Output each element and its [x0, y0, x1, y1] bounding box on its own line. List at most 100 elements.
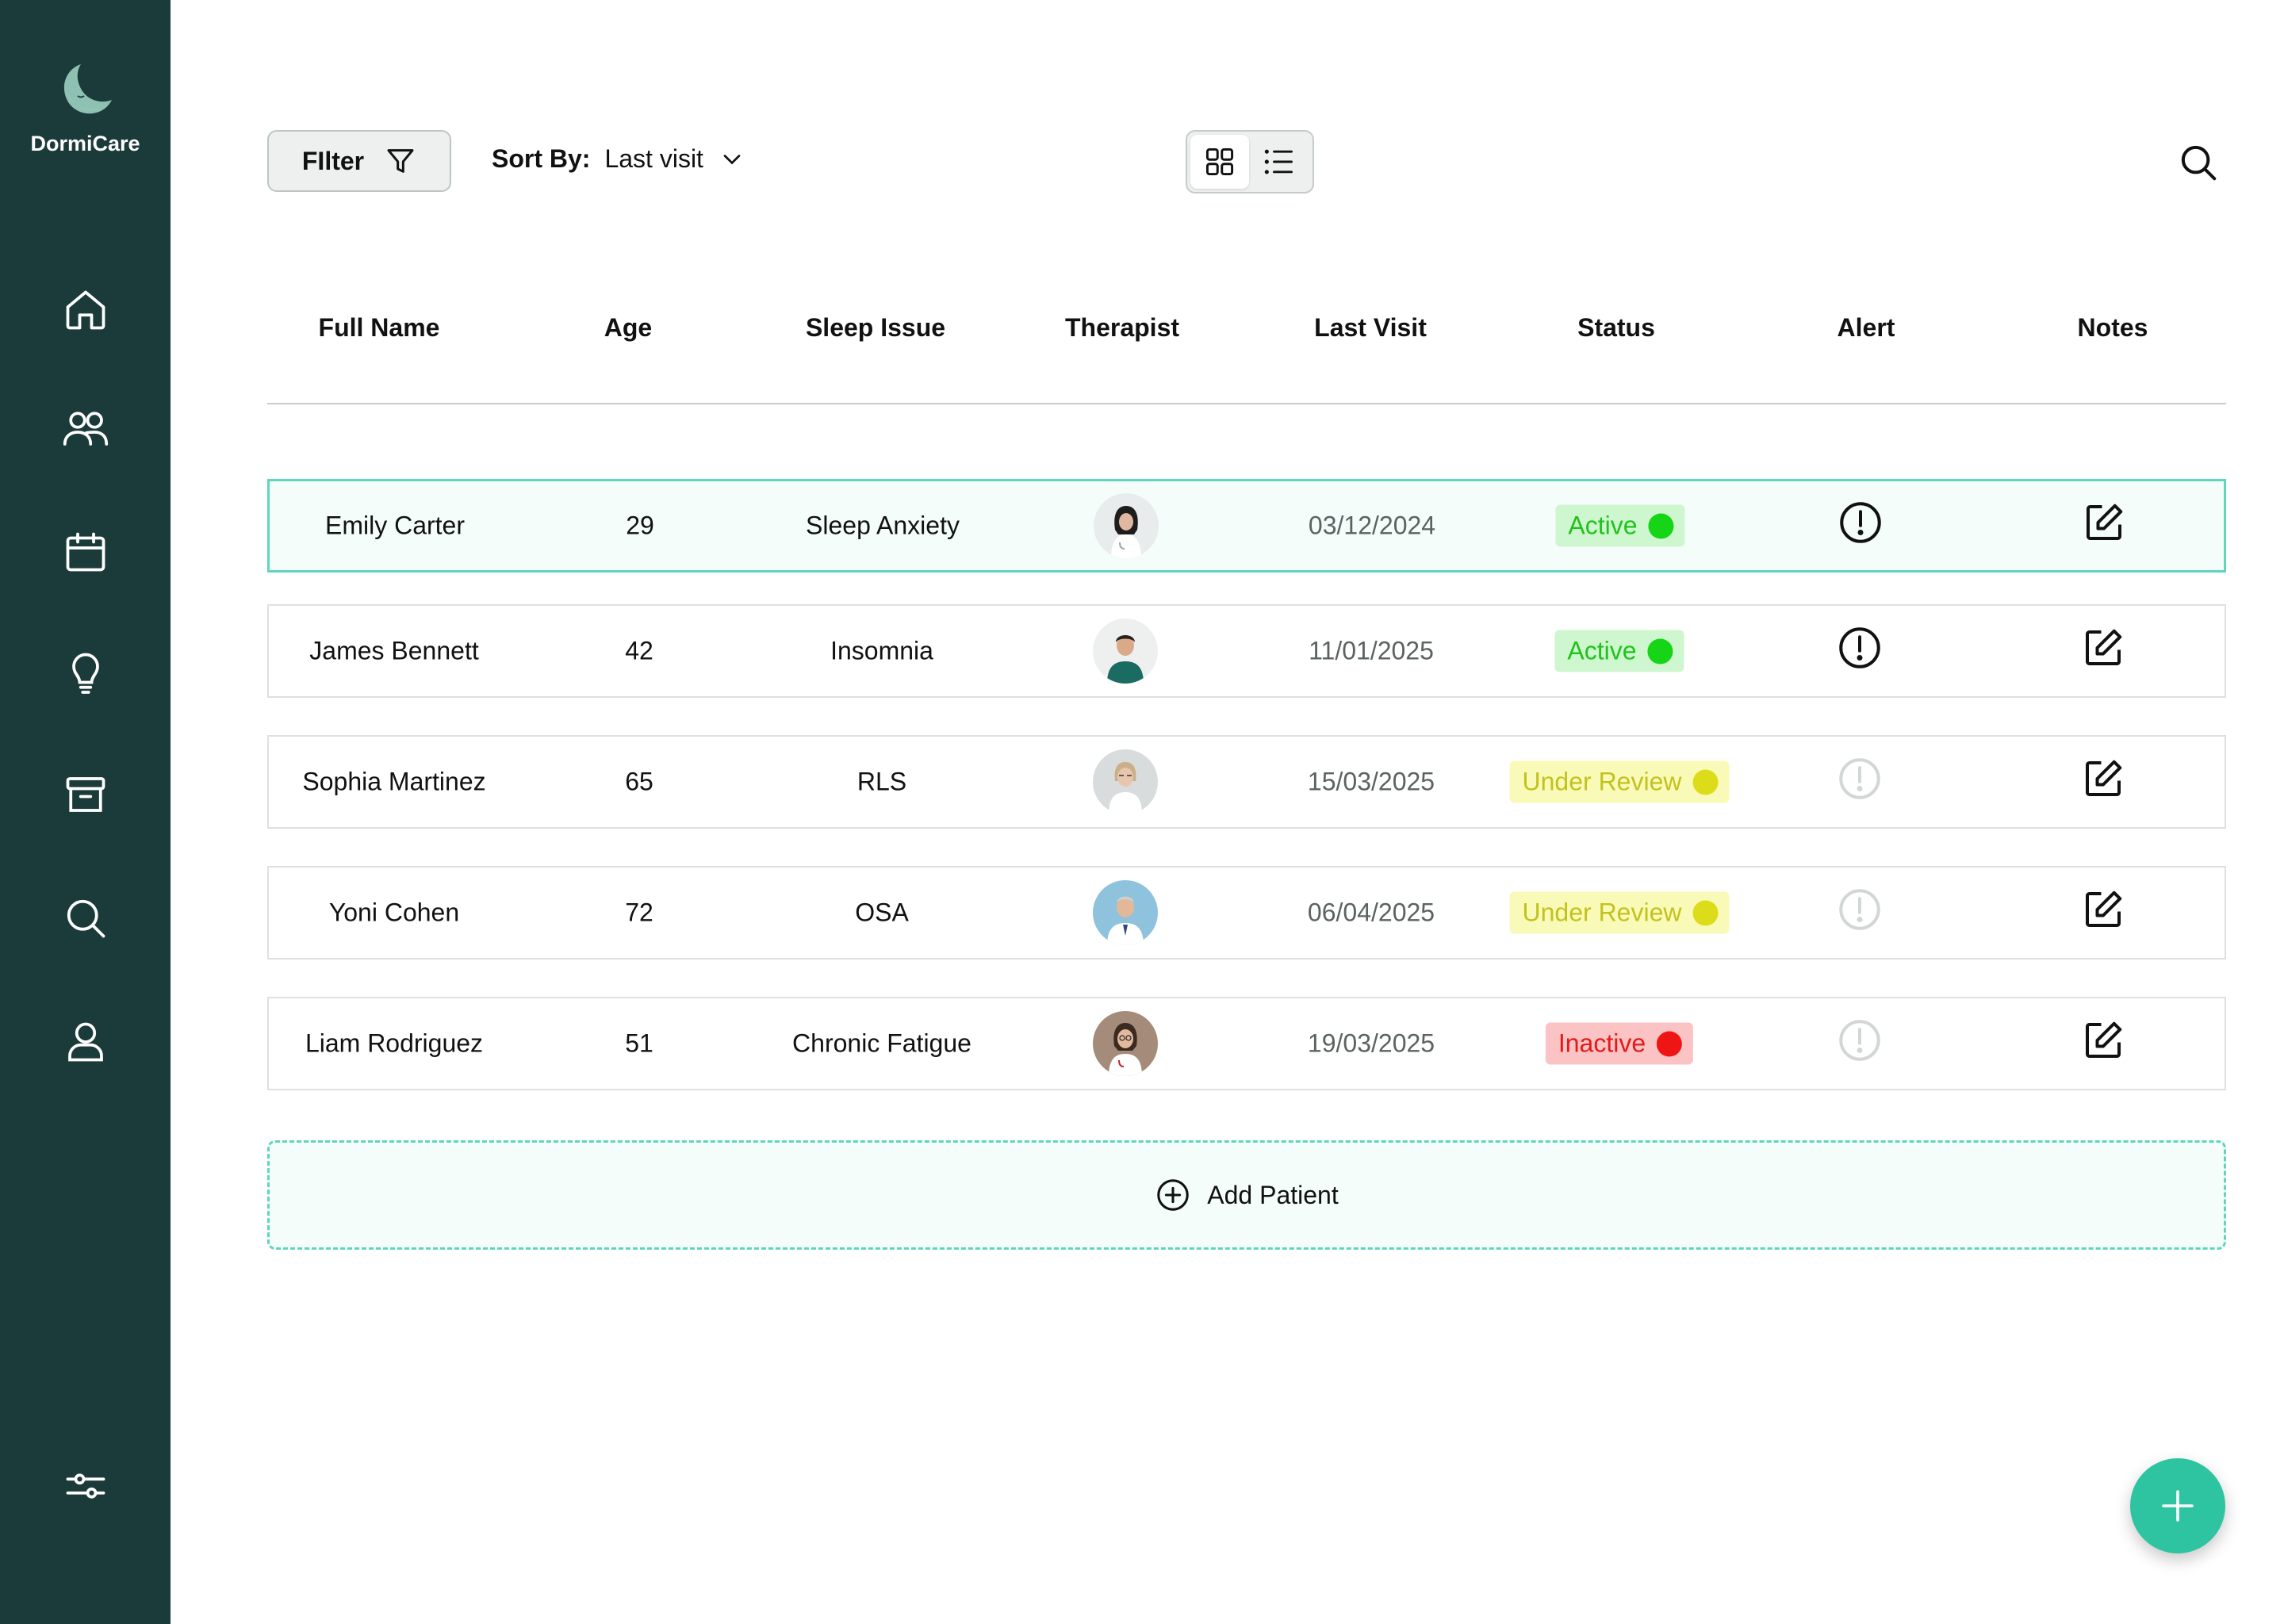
therapist-avatar[interactable]: [1093, 749, 1158, 814]
alert-icon: [1839, 758, 1880, 799]
lightbulb-icon: [72, 653, 99, 694]
status-dot: [1657, 1031, 1683, 1056]
status-dot: [1692, 769, 1719, 795]
last-visit-date: 03/12/2024: [1308, 511, 1436, 540]
edit-notes-button[interactable]: [2079, 886, 2127, 940]
status-label: Active: [1568, 511, 1638, 540]
column-header-status[interactable]: Status: [1577, 313, 1655, 342]
app-logo[interactable]: DormiCare: [0, 59, 171, 156]
table-row[interactable]: Emily Carter 29 Sleep Anxiety 03/12/2024…: [267, 479, 2226, 573]
grid-icon: [1205, 147, 1234, 176]
sidebar-item-archive[interactable]: [57, 766, 114, 823]
status-label: Inactive: [1558, 1028, 1646, 1058]
edit-icon: [2086, 629, 2122, 665]
plus-icon: [2162, 1490, 2194, 1522]
therapist-avatar[interactable]: [1094, 493, 1159, 558]
column-header-alert[interactable]: Alert: [1837, 313, 1895, 342]
column-header-notes[interactable]: Notes: [2077, 313, 2148, 342]
alert-button[interactable]: [1837, 499, 1884, 553]
filter-icon: [387, 149, 414, 173]
last-visit-date: 11/01/2025: [1309, 636, 1434, 665]
status-label: Under Review: [1522, 767, 1682, 796]
view-toggle: [1186, 130, 1314, 193]
column-header-sleep-issue[interactable]: Sleep Issue: [805, 313, 946, 342]
edit-icon: [2087, 504, 2123, 540]
home-icon: [66, 290, 105, 330]
search-button[interactable]: [2177, 141, 2220, 184]
chevron-down-icon: [723, 154, 741, 164]
edit-notes-button[interactable]: [2079, 1017, 2127, 1071]
sidebar-item-search[interactable]: [57, 890, 114, 947]
alert-button[interactable]: [1836, 624, 1884, 678]
alert-icon: [1839, 1020, 1880, 1061]
last-visit-date: 06/04/2025: [1307, 898, 1435, 927]
alert-button[interactable]: [1836, 1017, 1884, 1071]
alert-button[interactable]: [1836, 755, 1884, 809]
users-icon: [63, 412, 109, 446]
status-dot: [1647, 638, 1673, 664]
add-patient-label: Add Patient: [1207, 1180, 1339, 1209]
header-divider: [267, 403, 2226, 404]
status-dot: [1692, 900, 1719, 925]
last-visit-date: 19/03/2025: [1307, 1028, 1435, 1058]
sidebar-item-calendar[interactable]: [57, 523, 114, 580]
last-visit-date: 15/03/2025: [1307, 767, 1435, 796]
sleep-issue: Sleep Anxiety: [806, 511, 960, 540]
sleep-issue: Chronic Fatigue: [792, 1028, 971, 1058]
table-row[interactable]: James Bennett 42 Insomnia 11/01/2025 Act…: [267, 604, 2226, 698]
edit-icon: [2086, 1021, 2122, 1058]
table-row[interactable]: Liam Rodriguez 51 Chronic Fatigue 19/03/…: [267, 997, 2226, 1090]
moon-icon: [63, 64, 112, 114]
status-label: Under Review: [1522, 898, 1682, 927]
patient-age: 72: [625, 898, 653, 927]
patient-name: Emily Carter: [324, 511, 466, 540]
column-header-therapist[interactable]: Therapist: [1064, 313, 1180, 342]
edit-notes-button[interactable]: [2079, 624, 2127, 678]
column-header-last-visit[interactable]: Last Visit: [1314, 313, 1427, 342]
filter-button[interactable]: FIlter: [267, 130, 451, 192]
patient-age: 65: [625, 767, 653, 796]
sidebar-item-insights[interactable]: [57, 644, 114, 701]
add-fab-button[interactable]: [2130, 1458, 2225, 1553]
sort-label: Sort By:: [492, 144, 591, 173]
app-name: DormiCare: [30, 132, 140, 155]
therapist-avatar[interactable]: [1093, 619, 1158, 684]
sleep-issue: Insomnia: [830, 636, 933, 665]
patient-age: 51: [625, 1028, 653, 1058]
alert-icon: [1840, 502, 1881, 543]
status-dot: [1648, 513, 1674, 538]
table-header: Full Name Age Sleep Issue Therapist Last…: [267, 313, 2226, 353]
patient-age: 29: [626, 511, 654, 540]
alert-icon: [1839, 889, 1880, 930]
list-icon: [1264, 149, 1293, 174]
add-patient-button[interactable]: Add Patient: [267, 1140, 2226, 1250]
sort-dropdown[interactable]: Sort By: Last visit: [492, 144, 746, 174]
sleep-issue: RLS: [856, 767, 907, 796]
archive-icon: [66, 777, 105, 812]
edit-notes-button[interactable]: [2079, 755, 2127, 809]
alert-button[interactable]: [1836, 886, 1884, 940]
column-header-full-name[interactable]: Full Name: [318, 313, 440, 342]
list-view-button[interactable]: [1249, 135, 1308, 189]
status-badge: Inactive: [1545, 1022, 1694, 1065]
status-label: Active: [1567, 636, 1637, 665]
patient-name: James Bennett: [309, 636, 479, 665]
search-icon: [67, 899, 105, 938]
column-header-age[interactable]: Age: [604, 313, 653, 342]
status-badge: Under Review: [1509, 891, 1730, 934]
edit-icon: [2086, 891, 2122, 927]
therapist-avatar[interactable]: [1093, 1011, 1158, 1076]
sidebar-item-patients[interactable]: [57, 400, 114, 457]
table-row[interactable]: Yoni Cohen 72 OSA 06/04/2025 Under Revie…: [267, 866, 2226, 959]
patient-age: 42: [625, 636, 653, 665]
sidebar-item-settings[interactable]: [57, 1457, 114, 1515]
search-icon: [2181, 145, 2217, 181]
table-row[interactable]: Sophia Martinez 65 RLS 15/03/2025 Under …: [267, 735, 2226, 829]
therapist-avatar[interactable]: [1093, 880, 1158, 945]
plus-circle-icon: [1157, 1179, 1190, 1211]
sidebar-item-profile[interactable]: [57, 1013, 114, 1071]
filter-label: FIlter: [301, 146, 365, 175]
grid-view-button[interactable]: [1190, 135, 1249, 189]
sidebar-item-home[interactable]: [57, 282, 114, 339]
edit-notes-button[interactable]: [2080, 499, 2128, 553]
